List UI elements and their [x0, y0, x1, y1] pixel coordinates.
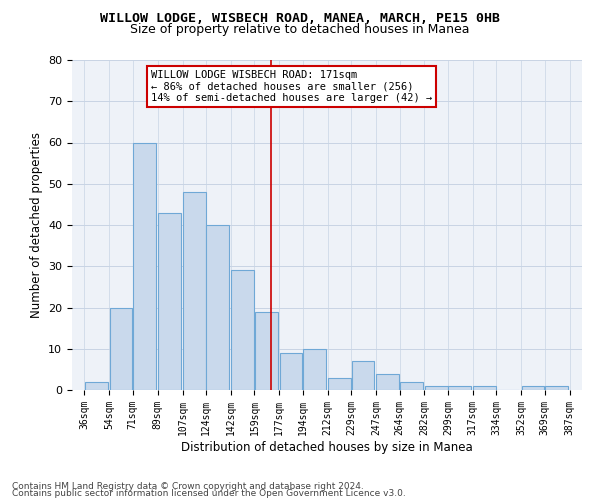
Bar [400, 382, 423, 390]
Text: Size of property relative to detached houses in Manea: Size of property relative to detached ho… [130, 22, 470, 36]
Bar [376, 374, 399, 390]
Bar [133, 142, 156, 390]
Bar [280, 353, 302, 390]
Bar [473, 386, 496, 390]
Bar [425, 386, 448, 390]
Bar [206, 225, 229, 390]
Bar [255, 312, 278, 390]
Y-axis label: Number of detached properties: Number of detached properties [29, 132, 43, 318]
Bar [183, 192, 206, 390]
Text: WILLOW LODGE WISBECH ROAD: 171sqm
← 86% of detached houses are smaller (256)
14%: WILLOW LODGE WISBECH ROAD: 171sqm ← 86% … [151, 70, 432, 103]
Bar [521, 386, 544, 390]
Bar [328, 378, 351, 390]
Bar [231, 270, 254, 390]
X-axis label: Distribution of detached houses by size in Manea: Distribution of detached houses by size … [181, 440, 473, 454]
Text: Contains public sector information licensed under the Open Government Licence v3: Contains public sector information licen… [12, 489, 406, 498]
Bar [545, 386, 568, 390]
Bar [352, 361, 374, 390]
Text: Contains HM Land Registry data © Crown copyright and database right 2024.: Contains HM Land Registry data © Crown c… [12, 482, 364, 491]
Text: WILLOW LODGE, WISBECH ROAD, MANEA, MARCH, PE15 0HB: WILLOW LODGE, WISBECH ROAD, MANEA, MARCH… [100, 12, 500, 26]
Bar [110, 308, 133, 390]
Bar [85, 382, 107, 390]
Bar [303, 349, 326, 390]
Bar [448, 386, 471, 390]
Bar [158, 212, 181, 390]
